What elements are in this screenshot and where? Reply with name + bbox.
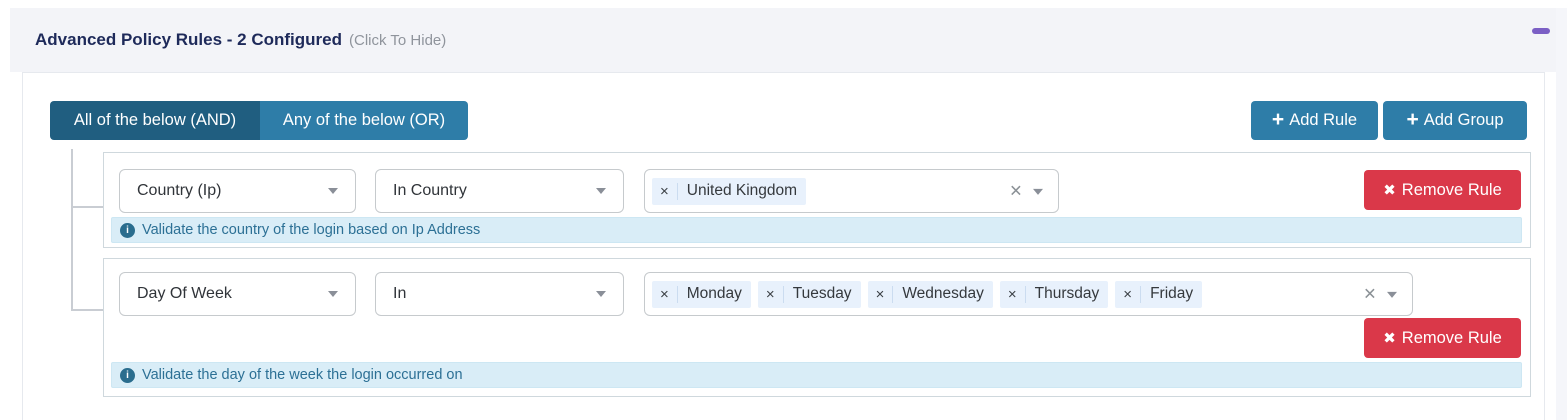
selected-value-tag: × Thursday: [999, 280, 1109, 308]
rule-info-text: Validate the day of the week the login o…: [142, 367, 463, 383]
rule-row-country: Country (Ip) In Country × United Kingdom…: [103, 152, 1531, 248]
remove-tag-icon[interactable]: ×: [868, 285, 894, 303]
rule-operator-select[interactable]: In: [375, 272, 624, 316]
plus-icon: +: [1406, 108, 1419, 131]
rule-operator-value: In Country: [393, 182, 467, 199]
info-icon: i: [120, 367, 135, 383]
panel-header[interactable]: Advanced Policy Rules - 2 Configured (Cl…: [10, 8, 1556, 72]
panel-collapse-hint: (Click To Hide): [349, 31, 447, 49]
page-background-strip: [1556, 8, 1567, 420]
all-of-the-below-and-toggle[interactable]: All of the below (AND): [50, 101, 260, 140]
tag-label: Wednesday: [902, 285, 984, 302]
remove-rule-button[interactable]: ✖ Remove Rule: [1364, 318, 1521, 358]
tag-label: Monday: [686, 285, 742, 302]
selected-value-tag: × Monday: [652, 280, 751, 308]
add-rule-button[interactable]: + Add Rule: [1251, 101, 1378, 140]
add-rule-label: Add Rule: [1289, 111, 1358, 129]
remove-rule-button[interactable]: ✖ Remove Rule: [1364, 170, 1521, 210]
tag-label: United Kingdom: [686, 182, 798, 199]
remove-tag-icon[interactable]: ×: [652, 285, 678, 303]
rule-values-multiselect[interactable]: × Monday × Tuesday × Wednesday × Thursda…: [644, 272, 1413, 316]
remove-x-icon: ✖: [1383, 181, 1396, 199]
rule-info-text: Validate the country of the login based …: [142, 222, 481, 238]
remove-x-icon: ✖: [1383, 329, 1396, 347]
selected-value-tag: × Tuesday: [757, 280, 861, 308]
chevron-down-icon: [328, 291, 338, 297]
tree-connector-rule-1: [72, 206, 103, 208]
remove-tag-icon[interactable]: ×: [758, 285, 784, 303]
chevron-down-icon[interactable]: [1387, 291, 1397, 298]
chevron-down-icon: [596, 188, 606, 194]
chevron-down-icon[interactable]: [1033, 188, 1043, 195]
tag-label: Friday: [1150, 285, 1194, 302]
rule-info-bar: i Validate the day of the week the login…: [111, 362, 1522, 388]
chevron-down-icon: [328, 188, 338, 194]
rule-row-day-of-week: Day Of Week In × Monday × Tuesday × Wedn…: [103, 258, 1531, 397]
remove-rule-label: Remove Rule: [1401, 180, 1502, 199]
clear-all-icon[interactable]: ×: [1363, 282, 1376, 306]
plus-icon: +: [1271, 108, 1285, 131]
rule-field-value: Country (Ip): [137, 182, 222, 199]
rule-info-bar: i Validate the country of the login base…: [111, 217, 1522, 243]
tag-label: Thursday: [1034, 285, 1100, 302]
clear-all-icon[interactable]: ×: [1009, 179, 1022, 203]
remove-tag-icon[interactable]: ×: [652, 182, 678, 200]
remove-rule-label: Remove Rule: [1401, 328, 1502, 347]
add-group-button[interactable]: + Add Group: [1383, 101, 1527, 140]
tree-connector-vertical: [71, 149, 73, 311]
selected-value-tag: × Wednesday: [867, 280, 993, 308]
any-of-the-below-or-toggle[interactable]: Any of the below (OR): [260, 101, 468, 140]
info-icon: i: [120, 222, 135, 238]
rule-values-multiselect[interactable]: × United Kingdom ×: [644, 169, 1059, 213]
tag-label: Tuesday: [792, 285, 852, 302]
selected-value-tag: × Friday: [1115, 280, 1203, 308]
remove-tag-icon[interactable]: ×: [1000, 285, 1026, 303]
selected-value-tag: × United Kingdom: [652, 177, 807, 205]
rule-field-select[interactable]: Day Of Week: [119, 272, 356, 316]
rule-field-value: Day Of Week: [137, 285, 232, 302]
remove-tag-icon[interactable]: ×: [1115, 285, 1142, 303]
tree-connector-rule-2: [72, 309, 103, 311]
rule-operator-select[interactable]: In Country: [375, 169, 624, 213]
chevron-down-icon: [596, 291, 606, 297]
add-group-label: Add Group: [1423, 111, 1504, 129]
rule-field-select[interactable]: Country (Ip): [119, 169, 356, 213]
panel-title: Advanced Policy Rules - 2 Configured: [35, 30, 343, 49]
rule-operator-value: In: [393, 285, 407, 302]
collapse-minus-icon[interactable]: [1532, 28, 1550, 34]
